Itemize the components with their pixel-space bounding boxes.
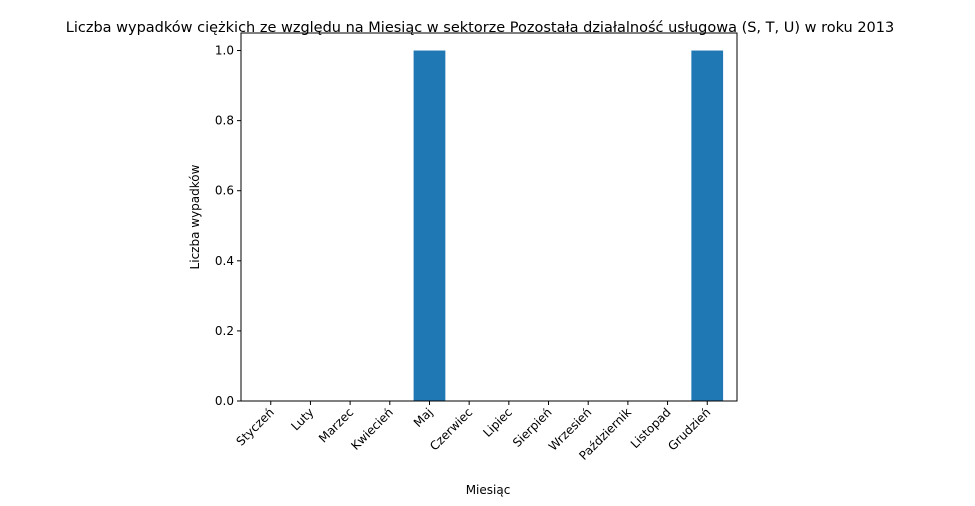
- y-tick-label: 0.0: [215, 394, 234, 408]
- y-tick-label: 0.6: [215, 184, 234, 198]
- chart-title: Liczba wypadków ciężkich ze względu na M…: [66, 20, 894, 36]
- y-axis: 0.0 0.2 0.4 0.6 0.8 1.0: [215, 44, 241, 408]
- x-tick-label: Lipiec: [480, 405, 515, 440]
- y-tick-label: 0.4: [215, 254, 234, 268]
- bars-group: [413, 50, 724, 402]
- bar-5: [413, 50, 446, 402]
- x-axis-label: Miesiąc: [466, 483, 511, 497]
- x-tick-label: Grudzień: [665, 405, 713, 453]
- y-tick-label: 0.2: [215, 324, 234, 338]
- x-tick-label: Kwiecień: [348, 405, 396, 453]
- y-tick-label: 1.0: [215, 44, 234, 58]
- x-tick-label: Styczeń: [234, 405, 277, 448]
- y-tick-label: 0.8: [215, 114, 234, 128]
- x-tick-label: Czerwiec: [427, 405, 475, 453]
- x-tick-label: Luty: [288, 405, 316, 433]
- x-tick-label: Maj: [411, 405, 436, 430]
- y-axis-label: Liczba wypadków: [188, 164, 202, 269]
- bar-12: [691, 50, 724, 402]
- x-tick-label: Marzec: [316, 405, 356, 445]
- plot-frame: [240, 32, 738, 402]
